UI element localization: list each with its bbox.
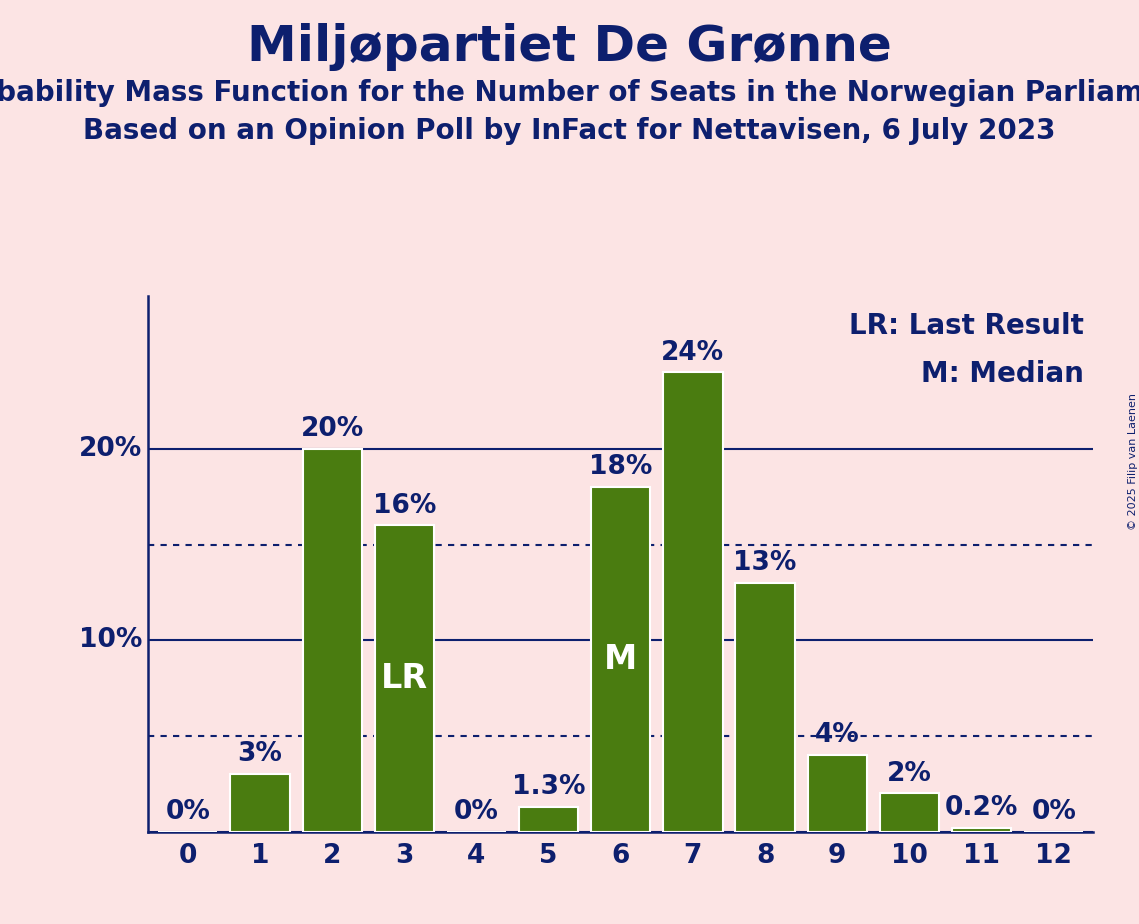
Text: 0.2%: 0.2% xyxy=(945,795,1018,821)
Text: 4%: 4% xyxy=(814,723,860,748)
Text: LR: LR xyxy=(380,662,428,695)
Text: 3%: 3% xyxy=(238,741,282,768)
Text: 2%: 2% xyxy=(887,760,932,786)
Text: Based on an Opinion Poll by InFact for Nettavisen, 6 July 2023: Based on an Opinion Poll by InFact for N… xyxy=(83,117,1056,145)
Bar xyxy=(303,449,362,832)
Text: 24%: 24% xyxy=(662,339,724,366)
Text: LR: Last Result: LR: Last Result xyxy=(849,311,1084,340)
Text: M: M xyxy=(604,643,638,675)
Bar xyxy=(879,794,939,832)
Text: 18%: 18% xyxy=(589,455,653,480)
Bar xyxy=(663,372,722,832)
Text: 1.3%: 1.3% xyxy=(511,774,585,800)
Text: 16%: 16% xyxy=(372,492,436,518)
Text: © 2025 Filip van Laenen: © 2025 Filip van Laenen xyxy=(1129,394,1138,530)
Text: Probability Mass Function for the Number of Seats in the Norwegian Parliament: Probability Mass Function for the Number… xyxy=(0,79,1139,106)
Bar xyxy=(736,583,795,832)
Text: 13%: 13% xyxy=(734,550,797,576)
Text: 20%: 20% xyxy=(79,436,142,462)
Text: 10%: 10% xyxy=(79,627,142,653)
Bar xyxy=(230,774,289,832)
Bar xyxy=(591,487,650,832)
Text: 0%: 0% xyxy=(1031,799,1076,825)
Text: 20%: 20% xyxy=(301,416,363,442)
Text: 0%: 0% xyxy=(454,799,499,825)
Text: M: Median: M: Median xyxy=(921,360,1084,388)
Text: Miljøpartiet De Grønne: Miljøpartiet De Grønne xyxy=(247,23,892,71)
Text: 0%: 0% xyxy=(165,799,211,825)
Bar xyxy=(519,807,579,832)
Bar xyxy=(952,828,1011,832)
Bar xyxy=(375,526,434,832)
Bar xyxy=(808,755,867,832)
